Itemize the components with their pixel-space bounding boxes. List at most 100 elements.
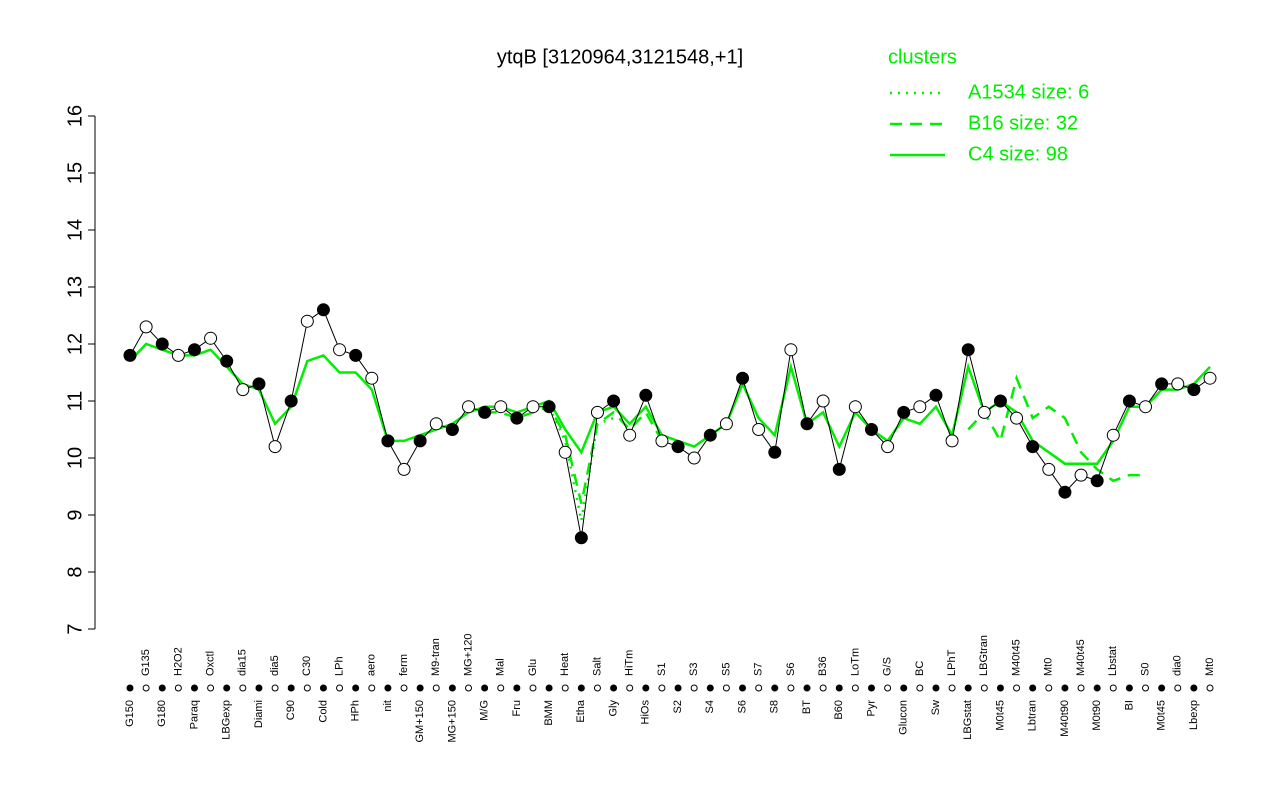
x-tick-dot: [207, 684, 215, 692]
data-point: [768, 445, 782, 459]
data-point: [607, 394, 621, 408]
x-tick-label: BI: [1123, 700, 1135, 710]
x-tick-label: M9-tran: [430, 638, 442, 676]
x-tick-label: M40t45: [1010, 639, 1022, 676]
x-tick-label: G180: [156, 700, 168, 727]
data-point: [542, 400, 556, 414]
x-tick-label: LBGstat: [962, 700, 974, 740]
data-point: [445, 423, 459, 436]
data-point: [736, 371, 750, 385]
x-tick-label: C30: [301, 656, 313, 676]
x-tick-label: MG+120: [462, 634, 474, 677]
data-point: [1187, 383, 1201, 397]
data-point: [1155, 377, 1169, 391]
y-tick-label: 12: [64, 333, 86, 355]
data-point: [832, 462, 846, 476]
x-tick-label: M/G: [479, 700, 491, 721]
y-tick-label: 15: [64, 162, 86, 184]
x-tick-label: Fru: [511, 700, 523, 717]
x-tick-dot: [497, 684, 505, 692]
y-tick-label: 14: [64, 219, 86, 241]
x-tick-label: S5: [720, 663, 732, 676]
data-point: [478, 405, 492, 419]
x-tick-dot: [642, 684, 650, 692]
x-tick-dot: [255, 684, 263, 692]
x-tick-dot: [545, 684, 553, 692]
x-tick-label: S8: [769, 700, 781, 713]
x-tick-dot: [1158, 684, 1166, 692]
x-tick-dot: [1077, 684, 1085, 692]
x-tick-label: Pyr: [865, 700, 877, 717]
data-point: [977, 405, 991, 419]
x-tick-label: Lbstat: [1107, 646, 1119, 676]
x-tick-dot: [900, 684, 908, 692]
x-tick-dot: [319, 684, 327, 692]
x-tick-dot: [1093, 684, 1101, 692]
data-point: [413, 434, 427, 448]
data-point: [381, 434, 395, 448]
data-point: [284, 394, 298, 408]
y-tick-label: 13: [64, 276, 86, 298]
x-tick-label: Oxctl: [205, 651, 217, 676]
data-point: [881, 440, 895, 454]
x-tick-label: LoTm: [849, 648, 861, 676]
x-tick-label: B36: [817, 656, 829, 676]
x-tick-label: G/S: [882, 657, 894, 676]
data-point: [945, 434, 959, 448]
data-point: [316, 303, 330, 317]
x-tick-label: C90: [285, 700, 297, 720]
x-tick-label: BC: [914, 661, 926, 676]
x-tick-label: H2O2: [172, 647, 184, 676]
data-point: [397, 462, 411, 476]
x-tick-dot: [851, 684, 859, 692]
x-tick-label: nit: [382, 700, 394, 712]
x-tick-label: Gly: [607, 700, 619, 717]
x-tick-dot: [1206, 684, 1214, 692]
cluster-line: [129, 342, 1211, 465]
data-point: [365, 371, 379, 385]
x-tick-label: G135: [140, 649, 152, 676]
x-tick-dot: [481, 684, 489, 692]
x-tick-label: Lbexp: [1188, 700, 1200, 730]
x-tick-label: BMM: [543, 700, 555, 726]
x-tick-label: M0t45: [1156, 700, 1168, 731]
x-tick-label: M40t90: [1059, 700, 1071, 737]
data-point: [494, 400, 508, 414]
x-tick-label: GM+150: [414, 700, 426, 743]
x-tick-label: B60: [833, 700, 845, 720]
x-tick-label: LBGtran: [978, 635, 990, 676]
data-point: [671, 440, 685, 454]
data-point: [139, 320, 153, 334]
data-point: [155, 337, 169, 351]
x-tick-label: S3: [688, 663, 700, 676]
data-point: [784, 343, 798, 357]
y-tick-label: 9: [64, 509, 86, 520]
x-tick-dot: [513, 684, 521, 692]
data-point: [349, 348, 363, 362]
x-tick-label: aero: [366, 654, 378, 676]
x-tick-dot: [239, 684, 247, 692]
data-point: [300, 314, 314, 328]
y-tick-label: 10: [64, 447, 86, 469]
x-tick-label: Salt: [591, 657, 603, 676]
x-tick-label: LPhT: [946, 649, 958, 676]
x-tick-dot: [158, 684, 166, 692]
data-point: [929, 388, 943, 402]
x-tick-dot: [416, 684, 424, 692]
y-tick-label: 11: [64, 391, 86, 412]
x-tick-label: HPh: [350, 700, 362, 721]
data-point: [623, 428, 637, 442]
x-tick-dot: [996, 684, 1004, 692]
x-tick-dot: [1061, 684, 1069, 692]
x-tick-label: Mt0: [1204, 658, 1216, 676]
data-point: [897, 405, 911, 419]
data-point: [1010, 411, 1024, 425]
x-tick-dot: [739, 684, 747, 692]
x-tick-dot: [529, 684, 537, 692]
x-tick-dot: [432, 684, 440, 692]
x-tick-dot: [803, 684, 811, 692]
x-tick-dot: [593, 684, 601, 692]
x-tick-dot: [126, 684, 134, 692]
data-point: [752, 423, 766, 436]
